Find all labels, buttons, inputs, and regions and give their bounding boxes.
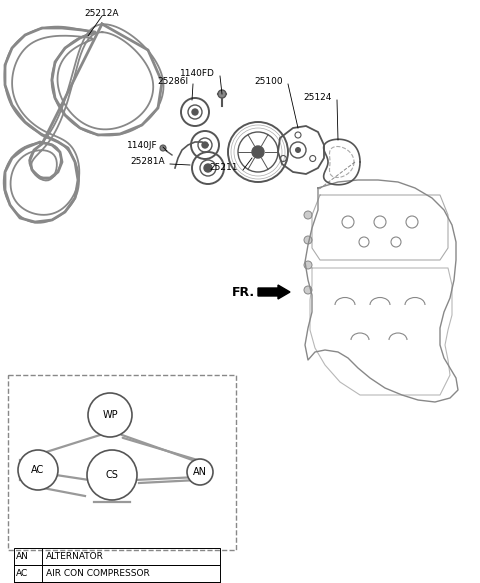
Text: 1140FD: 1140FD [180, 69, 215, 79]
Text: 25281A: 25281A [131, 157, 165, 167]
Bar [14, 565, 220, 582]
Text: 1140JF: 1140JF [127, 141, 158, 149]
Circle shape [202, 142, 208, 148]
Text: 25211: 25211 [209, 163, 238, 173]
Circle shape [87, 450, 137, 500]
Text: AN: AN [193, 467, 207, 477]
Text: ALTERNATOR: ALTERNATOR [46, 552, 104, 561]
Text: AC: AC [31, 465, 45, 475]
Circle shape [18, 450, 58, 490]
Bar [14, 582, 220, 583]
Text: FR.: FR. [232, 286, 255, 298]
Circle shape [304, 261, 312, 269]
Circle shape [187, 459, 213, 485]
Bar [14, 548, 220, 565]
FancyArrow shape [258, 285, 290, 299]
Text: 25286I: 25286I [157, 78, 188, 86]
Text: AC: AC [16, 569, 28, 578]
Circle shape [192, 109, 198, 115]
Circle shape [204, 164, 212, 172]
Circle shape [295, 147, 301, 153]
Circle shape [160, 145, 166, 151]
Text: 25100: 25100 [254, 78, 283, 86]
Text: CS: CS [106, 470, 119, 480]
Circle shape [218, 90, 226, 98]
Text: AIR CON COMPRESSOR: AIR CON COMPRESSOR [46, 569, 150, 578]
Circle shape [88, 393, 132, 437]
Text: AN: AN [16, 552, 29, 561]
Text: 25212A: 25212A [85, 9, 119, 19]
Text: 25124: 25124 [304, 93, 332, 103]
Circle shape [252, 146, 264, 158]
Circle shape [304, 211, 312, 219]
Circle shape [304, 286, 312, 294]
Circle shape [304, 236, 312, 244]
Bar [8, 375, 236, 550]
Text: WP: WP [102, 410, 118, 420]
